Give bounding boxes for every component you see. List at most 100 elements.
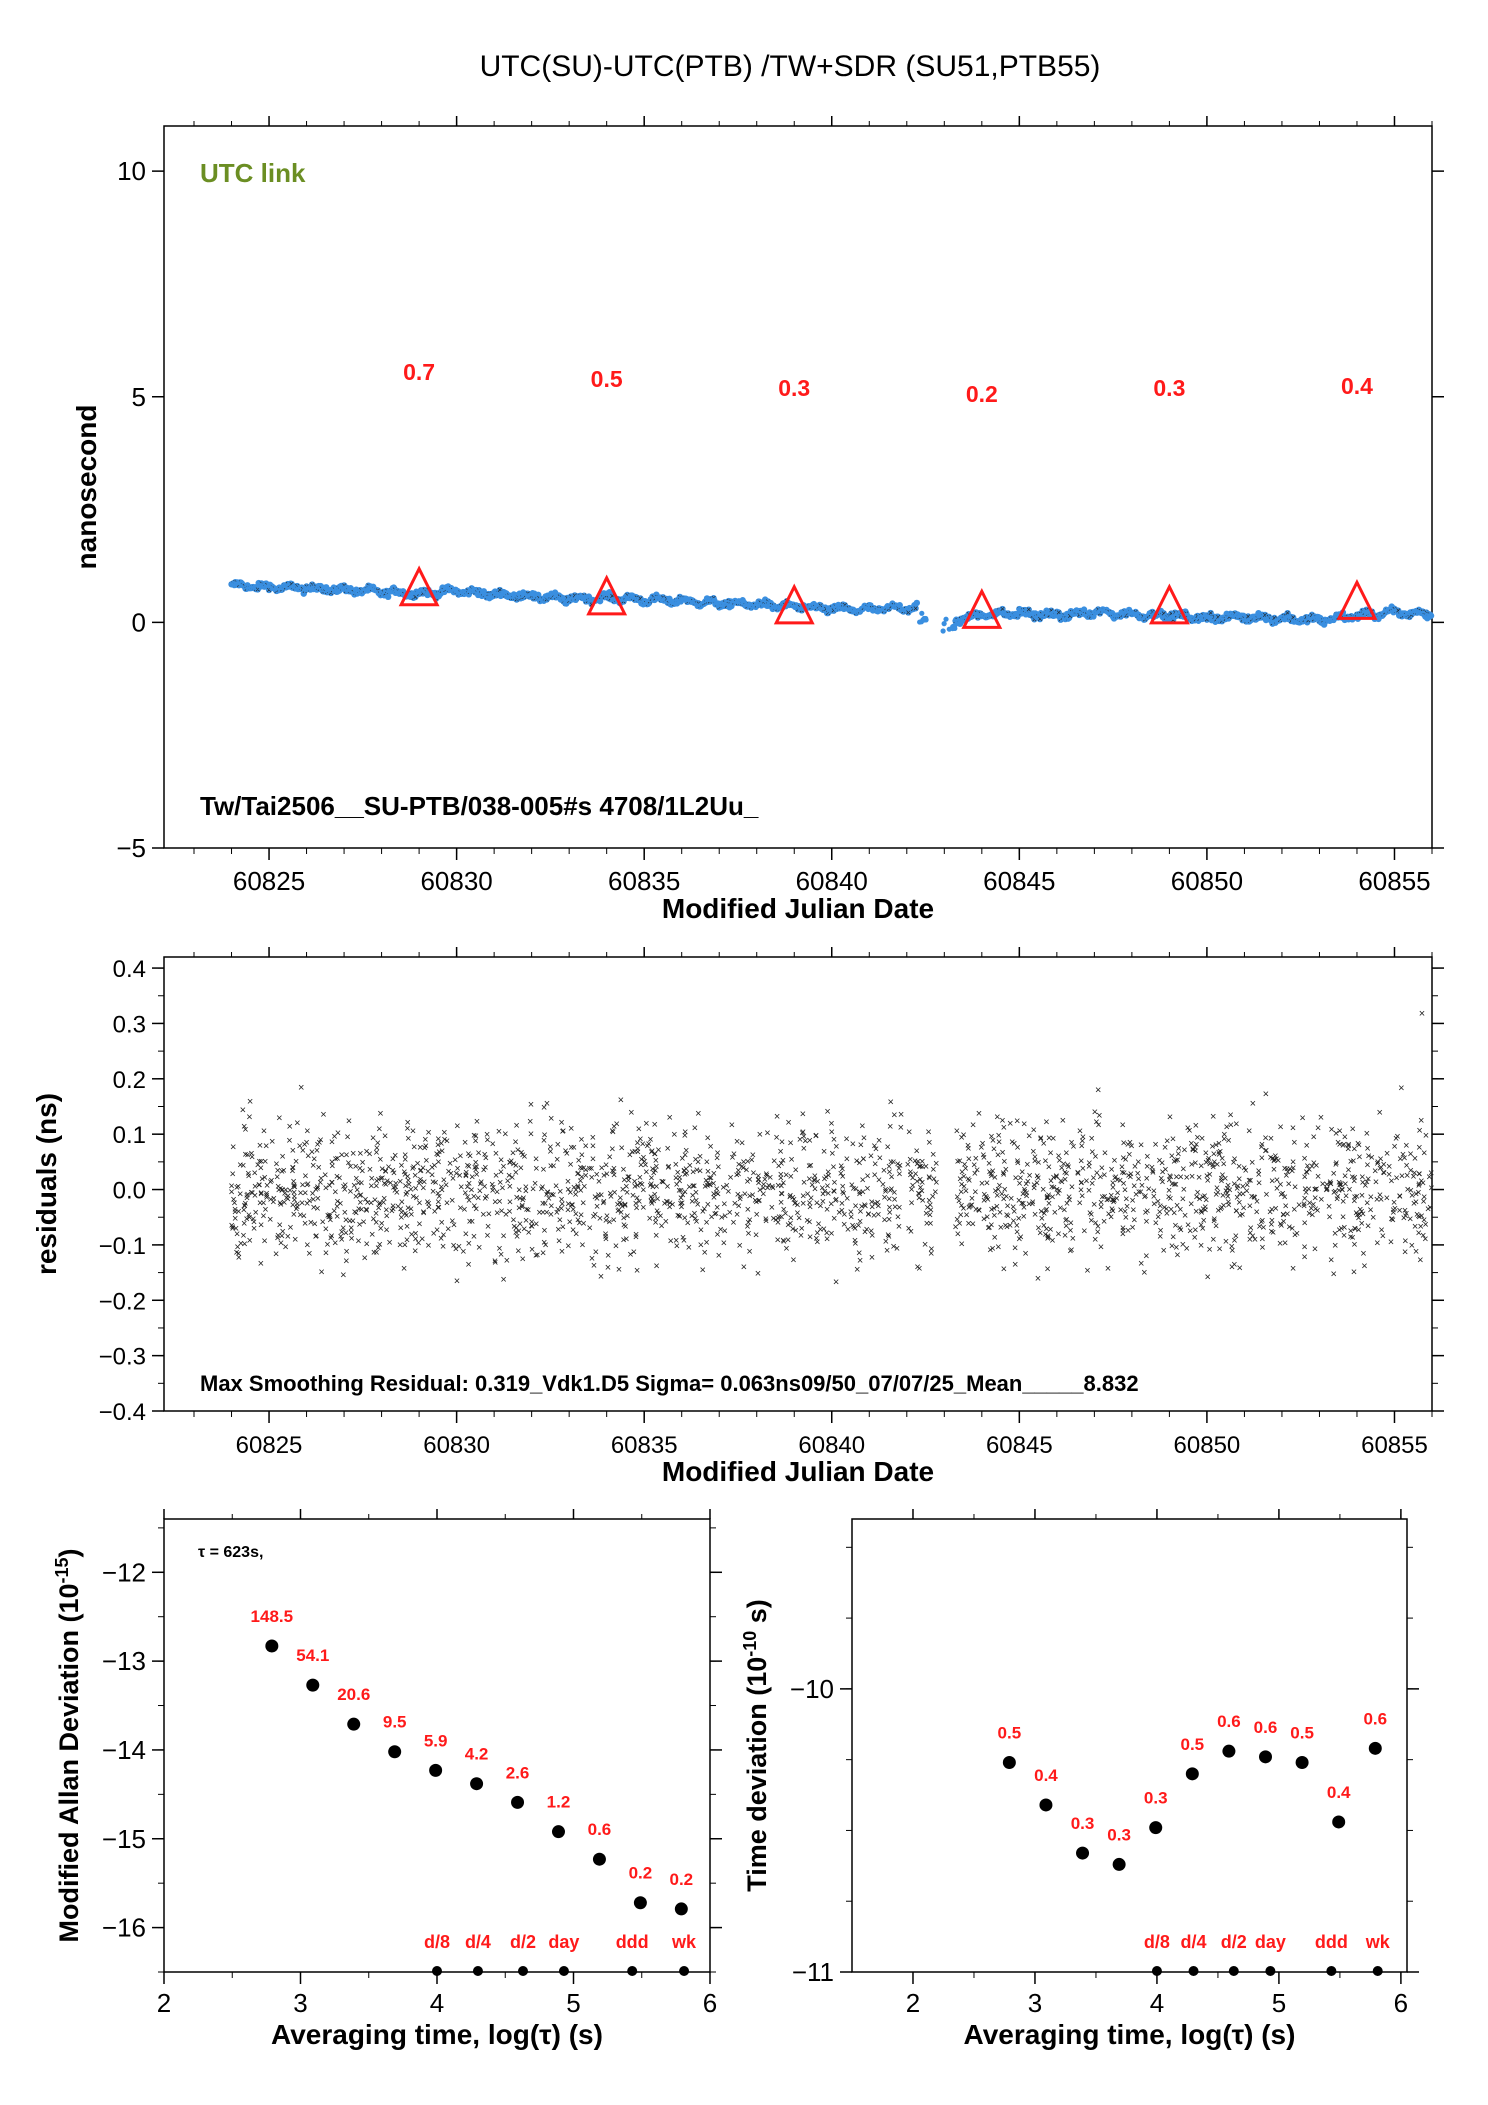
x-tick-label: 60855 [1358,866,1430,896]
x-tick-label: 60835 [611,1432,678,1459]
residual-point: × [1092,1151,1098,1163]
residual-point: × [1170,1133,1176,1145]
residual-point: × [785,1117,791,1129]
residual-point: × [1037,1133,1043,1145]
residual-point: × [294,1118,300,1130]
residual-point: × [757,1129,763,1141]
residual-point: × [1204,1271,1210,1283]
residual-point: × [787,1218,793,1230]
residual-point: × [1302,1184,1308,1196]
x-tick-label: 60830 [423,1432,490,1459]
residual-point: × [1206,1244,1212,1256]
residual-point: × [1181,1145,1187,1157]
period-label: d/8 [1144,1932,1170,1952]
residual-point: × [1332,1240,1338,1252]
residual-point: × [619,1143,625,1155]
residual-point: × [1126,1149,1132,1161]
residual-point: × [678,1201,684,1213]
residual-point: × [1224,1121,1230,1133]
residual-point: × [1378,1194,1384,1206]
residual-point: × [1402,1247,1408,1259]
residual-point: × [1098,1197,1104,1209]
figure-title: UTC(SU)-UTC(PTB) /TW+SDR (SU51,PTB55) [480,50,1101,83]
residual-point: × [1102,1147,1108,1159]
series-raw-mark: × [289,579,294,589]
residual-point: × [344,1132,350,1144]
residual-point: × [1263,1089,1269,1101]
residual-point: × [1001,1263,1007,1275]
period-marker [1228,1966,1239,1976]
residual-point: × [292,1234,298,1246]
residual-point: × [1113,1172,1119,1184]
residual-point: × [383,1179,389,1191]
residual-point: × [1015,1157,1021,1169]
residual-point: × [257,1140,263,1152]
residual-point: × [1001,1184,1007,1196]
residual-point: × [1428,1183,1434,1195]
residual-point: × [1024,1159,1030,1171]
residual-point: × [323,1248,329,1260]
series-point [941,621,947,627]
residual-point: × [1133,1189,1139,1201]
residual-point: × [860,1153,866,1165]
residual-point: × [1391,1197,1397,1209]
residual-point: × [1035,1273,1041,1285]
residual-point: × [1269,1215,1275,1227]
residual-point: × [926,1137,932,1149]
residual-point: × [992,1172,998,1184]
stability-point [633,1896,647,1910]
y-tick-label: −0.1 [99,1233,146,1260]
residual-point: × [449,1215,455,1227]
y-tick-label: −10 [790,1674,834,1704]
y-tick-label: 0.0 [113,1178,146,1205]
residual-point: × [701,1203,707,1215]
x-tick-label: 60825 [233,866,305,896]
x-axis-label: Modified Julian Date [662,893,934,924]
residual-point: × [622,1200,628,1212]
residual-point: × [392,1181,398,1193]
residual-point: × [661,1198,667,1210]
residual-point: × [237,1160,243,1172]
period-label: wk [671,1932,697,1952]
residual-point: × [1174,1249,1180,1261]
residual-point: × [707,1141,713,1153]
residual-point: × [1014,1142,1020,1154]
residual-point: × [1003,1164,1009,1176]
period-marker [1265,1966,1276,1976]
residual-point: × [404,1221,410,1233]
residual-point: × [1318,1194,1324,1206]
x-axis-label: Averaging time, log(τ) (s) [964,2019,1296,2050]
period-marker [432,1966,442,1976]
residual-point: × [654,1205,660,1217]
residual-point: × [886,1231,892,1243]
residual-point: × [1315,1123,1321,1135]
residual-point: × [410,1161,416,1173]
residual-point: × [282,1242,288,1254]
residual-point: × [1350,1123,1356,1135]
x-tick-label: 4 [430,1988,444,2018]
residual-point: × [245,1168,251,1180]
residual-point: × [353,1173,359,1185]
residual-point: × [1378,1224,1384,1236]
residual-point: × [500,1231,506,1243]
x-tick-label: 4 [1150,1988,1164,2018]
residual-point: × [1032,1152,1038,1164]
residual-point: × [817,1200,823,1212]
residual-point: × [386,1237,392,1249]
residual-point: × [652,1217,658,1229]
marker-label: 0.3 [1153,375,1185,401]
residual-point: × [838,1161,844,1173]
residual-point: × [527,1116,533,1128]
residual-point: × [1043,1116,1049,1128]
residual-point: × [986,1158,992,1170]
residual-point: × [528,1099,534,1111]
residual-point: × [1409,1240,1415,1252]
residual-point: × [1341,1230,1347,1242]
y-tick-label: 0.1 [113,1122,146,1149]
residual-point: × [1213,1220,1219,1232]
residual-point: × [609,1126,615,1138]
residual-point: × [862,1227,868,1239]
residual-point: × [565,1241,571,1253]
y-tick-label: 0.2 [113,1067,146,1094]
residual-point: × [640,1202,646,1214]
